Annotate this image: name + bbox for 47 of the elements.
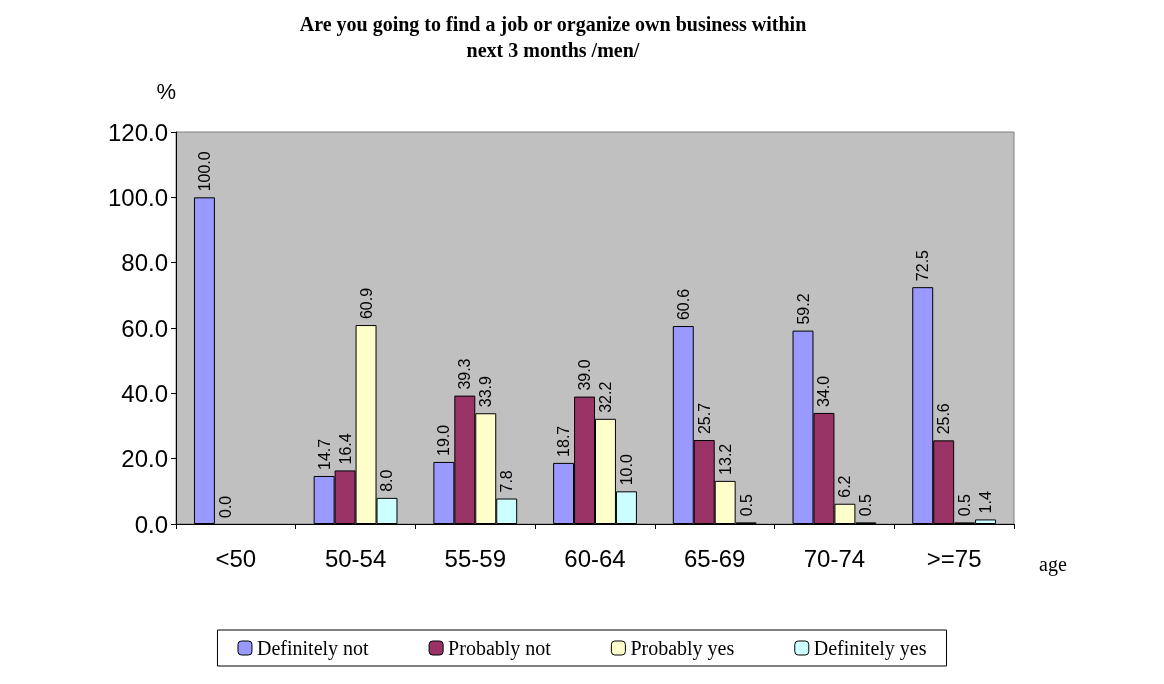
x-tick-label: 70-74 [803,544,866,572]
y-tick-label: 120.0 [107,118,168,146]
data-label: 25.6 [935,403,953,435]
legend-label: Definitely yes [813,637,927,660]
data-label: 100.0 [195,151,213,192]
x-tick-label: 50-54 [324,544,387,572]
data-label: 8.0 [378,469,396,492]
data-label: 13.2 [716,443,734,475]
y-axis-title: % [156,78,176,104]
data-label: 25.7 [695,402,713,435]
y-tick-label: 40.0 [121,379,168,407]
data-label: 39.3 [456,358,474,390]
data-label: 18.7 [555,425,573,457]
x-tick-label: 60-64 [564,544,626,572]
data-label: 0.5 [737,494,755,517]
data-label: 14.7 [315,438,333,470]
legend-label: Probably yes [630,637,735,660]
legend-label: Probably not [448,637,552,660]
data-label: 1.4 [977,491,995,514]
y-tick-label: 20.0 [121,445,168,473]
data-label: 19.0 [435,424,453,456]
y-tick-label: 80.0 [121,249,168,277]
chart-title: Are you going to find a job or organize own business within next 3 months /men/ [299,13,807,61]
x-axis-title: age [1039,553,1067,576]
y-tick-label: 60.0 [121,314,168,342]
data-label: 0.0 [216,495,234,518]
x-tick-label: <50 [215,544,257,572]
data-label: 34.0 [815,375,833,407]
data-label: 7.8 [498,470,516,493]
x-tick-label: >=75 [926,544,982,572]
data-label: 6.2 [836,475,854,498]
data-label: 39.0 [576,359,594,391]
data-label: 59.2 [794,293,812,325]
data-label: 16.4 [336,433,354,465]
x-tick-label: 65-69 [684,544,746,572]
data-label: 60.6 [674,288,692,321]
data-label: 10.0 [617,454,635,486]
data-label: 0.5 [857,494,875,517]
data-label: 32.2 [596,381,614,413]
legend-label: Definitely not [256,637,370,660]
y-tick-label: 100.0 [107,183,168,211]
data-label: 60.9 [357,287,375,320]
data-label: 72.5 [914,249,932,282]
data-label: 0.5 [956,494,974,517]
y-tick-label: 0.0 [134,510,168,538]
x-tick-label: 55-59 [444,544,506,572]
data-label: 33.9 [477,376,495,408]
